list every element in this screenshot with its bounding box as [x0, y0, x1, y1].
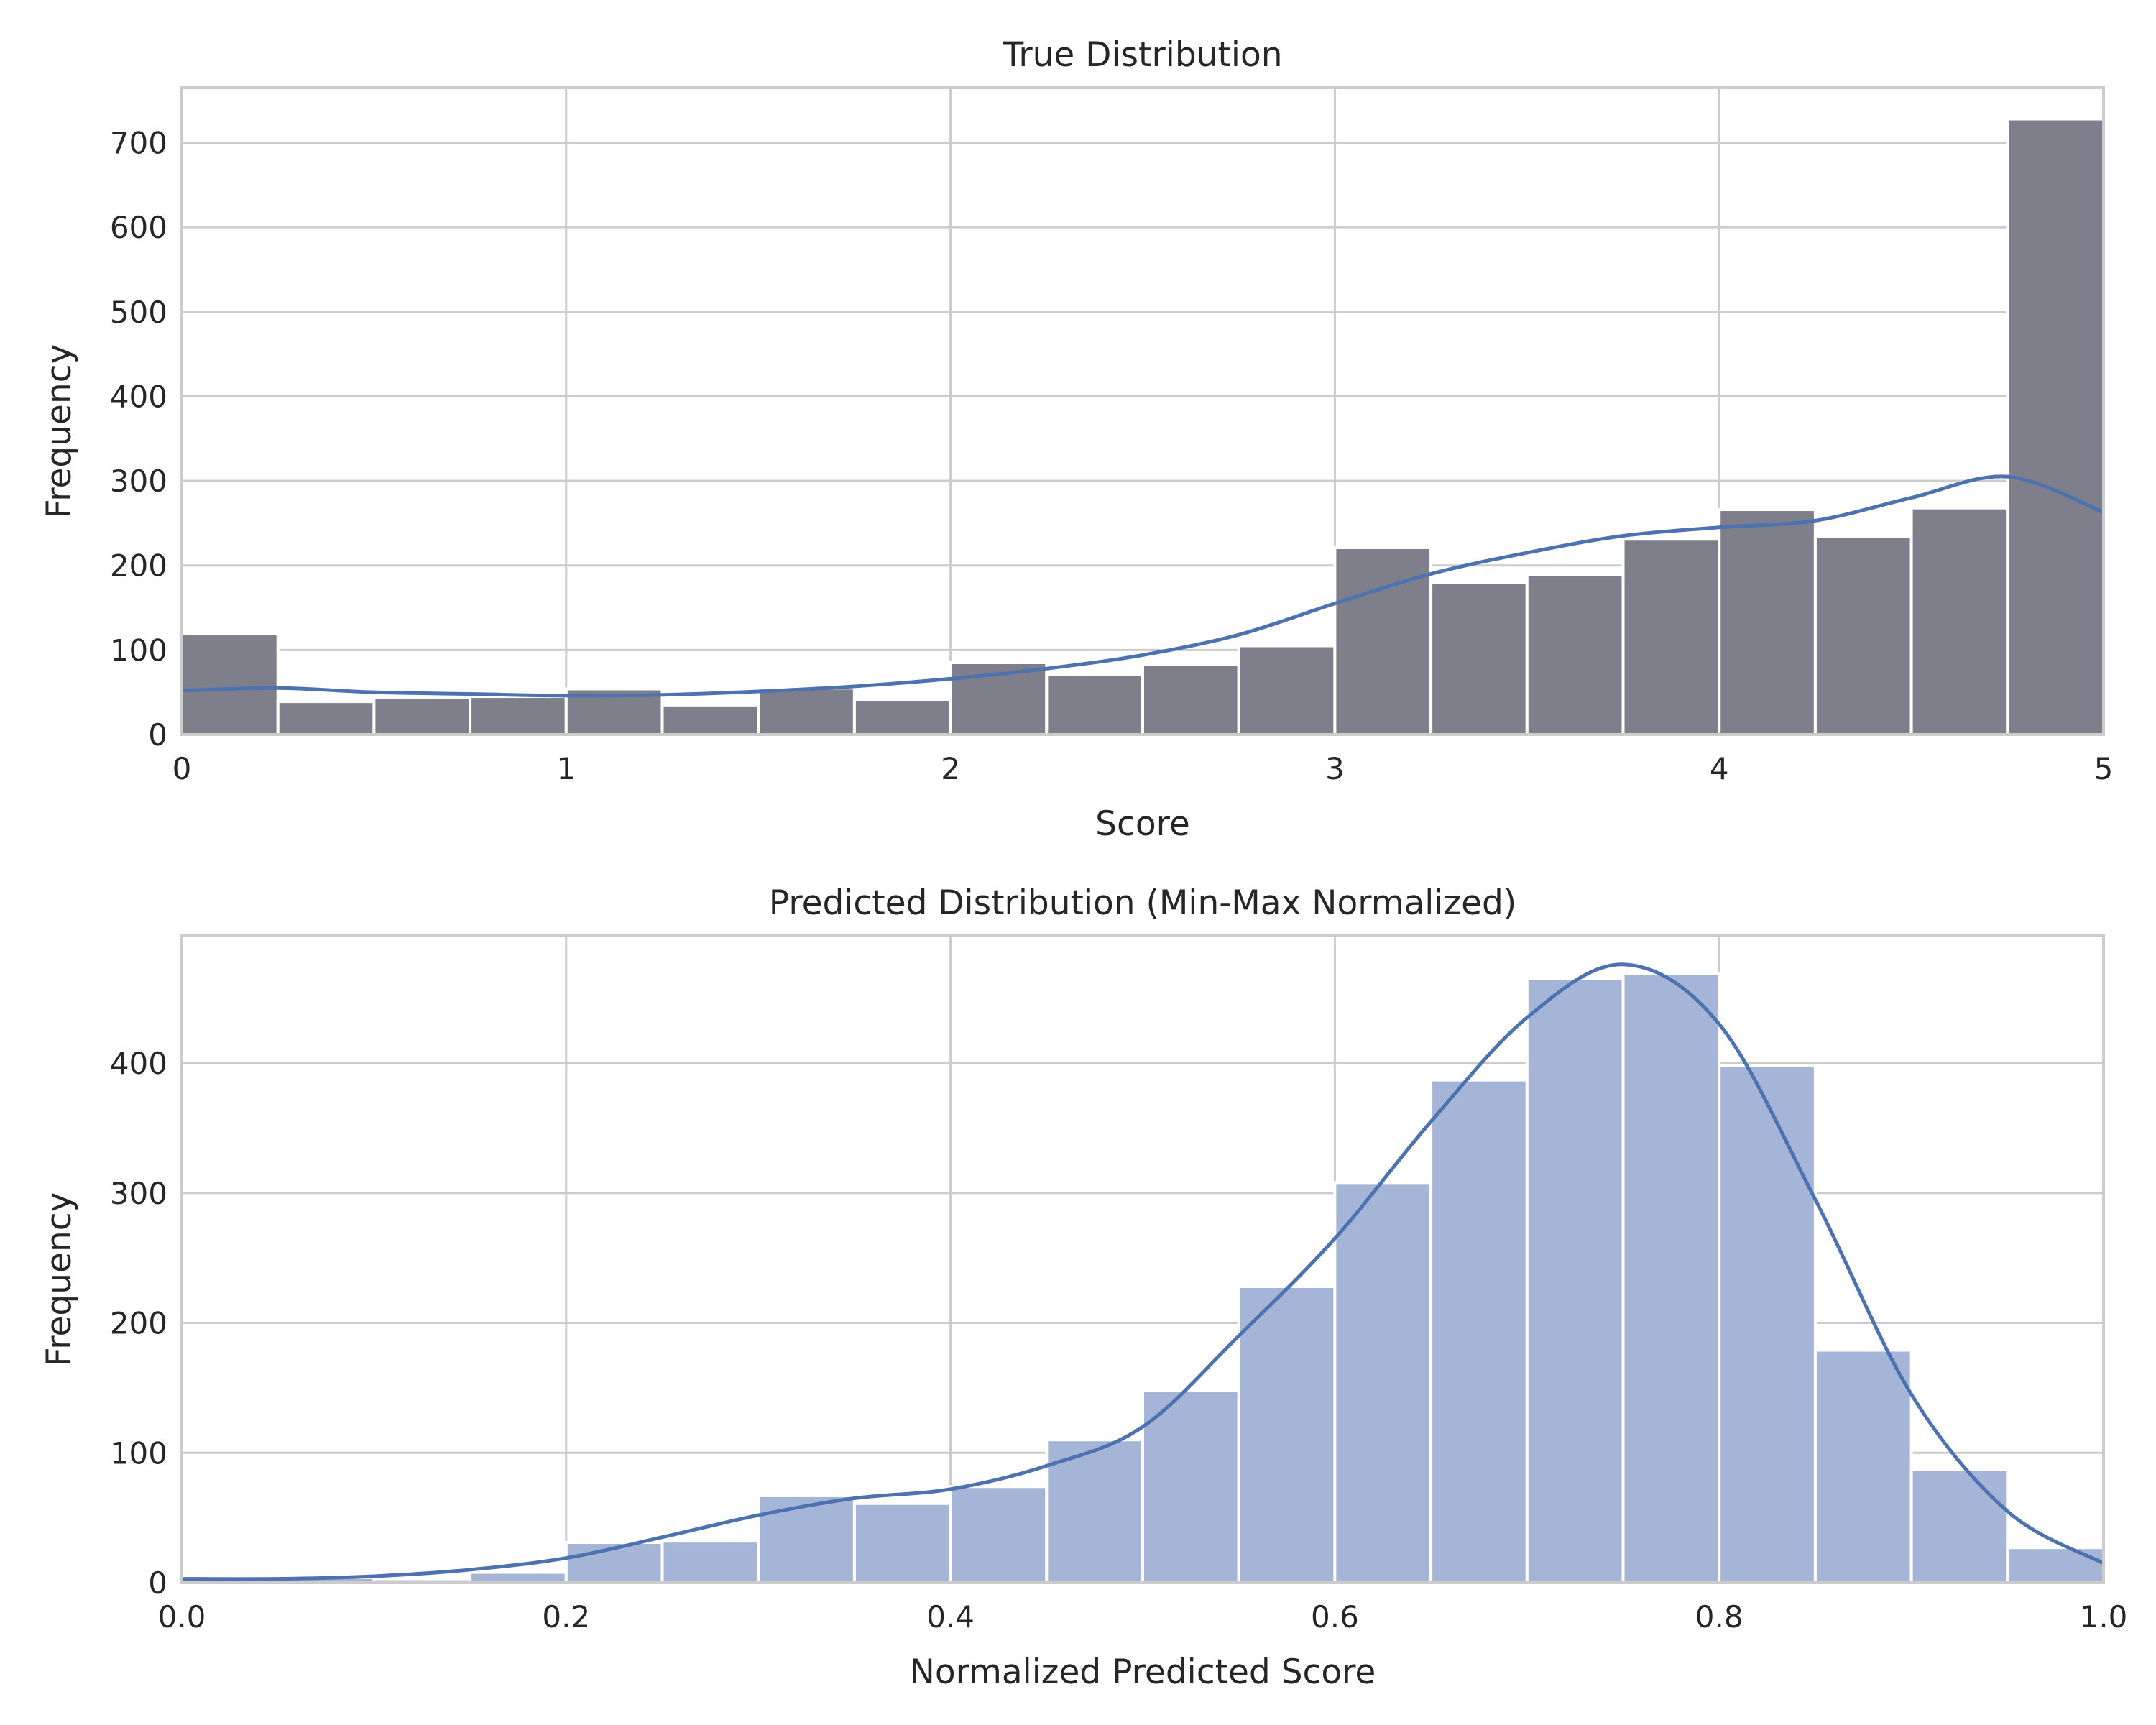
x-tick-label: 4 — [1710, 751, 1729, 786]
y-tick-label: 300 — [110, 1176, 167, 1211]
x-tick-label: 5 — [2094, 751, 2114, 786]
y-tick-label: 200 — [110, 1306, 167, 1341]
y-tick-label: 400 — [110, 1046, 167, 1081]
histogram-bar — [757, 686, 856, 737]
chart-title: Predicted Distribution (Min-Max Normaliz… — [769, 883, 1516, 923]
histogram-bar — [180, 632, 280, 736]
histogram-bar — [469, 1570, 568, 1585]
histogram-bar — [660, 703, 760, 737]
plot-frame — [180, 934, 2105, 1584]
y-tick-label: 500 — [110, 295, 167, 330]
histogram-bar — [1813, 535, 1913, 736]
histogram-bar — [1237, 644, 1337, 736]
y-tick-label: 0 — [148, 1565, 167, 1601]
histogram-bar — [1141, 663, 1240, 737]
y-tick-label: 400 — [110, 379, 167, 414]
histogram-bar — [469, 695, 568, 737]
x-tick-label: 0.6 — [1311, 1599, 1359, 1634]
histogram-bar — [1429, 1078, 1529, 1584]
x-axis-label: Normalized Predicted Score — [910, 1652, 1376, 1692]
y-tick-label: 600 — [110, 210, 167, 245]
y-axis-label: Frequency — [40, 1192, 79, 1367]
y-tick-label: 700 — [110, 125, 167, 160]
x-tick-label: 1.0 — [2080, 1599, 2128, 1634]
histogram-bar — [852, 1501, 952, 1584]
histogram-bar — [1621, 538, 1721, 736]
histogram-bar — [852, 698, 952, 737]
x-tick-label: 3 — [1325, 751, 1345, 786]
y-tick-label: 200 — [110, 548, 167, 584]
histogram-bar — [1141, 1389, 1240, 1585]
chart-title: True Distribution — [1003, 35, 1283, 75]
y-tick-label: 0 — [148, 717, 167, 753]
plot-frame — [180, 86, 2105, 736]
x-tick-label: 0 — [172, 751, 192, 786]
histogram-bar — [757, 1494, 856, 1585]
x-tick-label: 0.8 — [1695, 1599, 1743, 1634]
histogram-bar — [1333, 1181, 1433, 1585]
plot-area: 0 1 2 3 4 5 0 100 200 300 400 500 600 700 — [110, 86, 2114, 786]
x-tick-label: 0.4 — [926, 1599, 975, 1634]
x-tick-label: 0.0 — [158, 1599, 206, 1634]
histogram-bar — [1525, 977, 1625, 1584]
y-tick-label: 300 — [110, 464, 167, 499]
y-axis-label: Frequency — [40, 344, 79, 519]
histogram-bar — [1333, 546, 1433, 736]
x-axis-label: Score — [1095, 804, 1190, 844]
kde-curve — [181, 474, 2104, 698]
histogram-bar — [1045, 673, 1145, 736]
histogram-bar — [1237, 1284, 1337, 1584]
histogram-bar — [1909, 1468, 2009, 1585]
histogram-bar — [372, 696, 472, 736]
histogram-bar — [1429, 581, 1529, 736]
true-distribution-panel: True Distribution Score Frequency 0 1 2 3 4 5… — [40, 35, 2113, 844]
histogram-bar — [2006, 1546, 2106, 1585]
histogram-bar — [1621, 972, 1721, 1584]
histogram-bar — [276, 700, 376, 737]
histogram-bar — [660, 1540, 760, 1585]
y-tick-label: 100 — [110, 1435, 167, 1471]
histogram-bar — [1718, 508, 1817, 736]
x-tick-label: 0.2 — [542, 1599, 590, 1634]
histogram-bar — [1909, 506, 2009, 736]
histogram-bar — [949, 1485, 1049, 1585]
y-tick-label: 100 — [110, 632, 167, 668]
histogram-bar — [1525, 573, 1625, 736]
histogram-bar — [1718, 1064, 1817, 1584]
plot-area: 0.0 0.2 0.4 0.6 0.8 1.0 0 100 200 300 400 — [110, 934, 2128, 1634]
x-tick-label: 1 — [556, 751, 576, 786]
x-tick-label: 2 — [941, 751, 960, 786]
histogram-bar — [1045, 1438, 1145, 1585]
histogram-bar — [1813, 1348, 1913, 1584]
histogram-bar — [2006, 117, 2106, 736]
predicted-distribution-panel: Predicted Distribution (Min-Max Normaliz… — [40, 883, 2127, 1692]
kde-curve — [181, 962, 2105, 1581]
